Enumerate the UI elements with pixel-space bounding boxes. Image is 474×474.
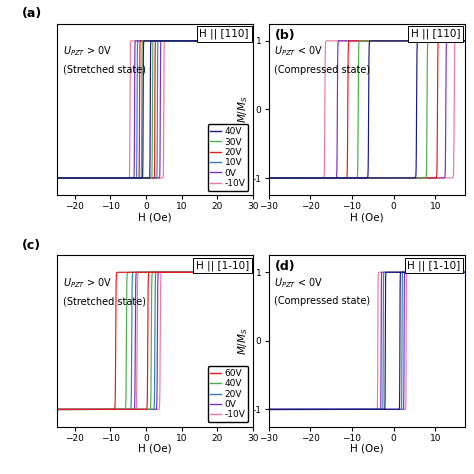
- Text: $U_{PZT}$ > 0V: $U_{PZT}$ > 0V: [63, 44, 112, 58]
- Text: (a): (a): [22, 7, 42, 20]
- X-axis label: H (Oe): H (Oe): [350, 444, 383, 454]
- Text: (Compressed state): (Compressed state): [274, 65, 371, 75]
- Text: H || [1-10]: H || [1-10]: [196, 260, 249, 271]
- Text: H || [110]: H || [110]: [411, 29, 461, 39]
- Text: (Stretched state): (Stretched state): [63, 65, 146, 75]
- Text: (b): (b): [274, 29, 295, 42]
- Text: (Stretched state): (Stretched state): [63, 296, 146, 306]
- X-axis label: H (Oe): H (Oe): [138, 444, 172, 454]
- Text: H || [1-10]: H || [1-10]: [407, 260, 461, 271]
- Text: $U_{PZT}$ < 0V: $U_{PZT}$ < 0V: [274, 276, 324, 290]
- Text: H || [110]: H || [110]: [200, 29, 249, 39]
- X-axis label: H (Oe): H (Oe): [350, 212, 383, 222]
- X-axis label: H (Oe): H (Oe): [138, 212, 172, 222]
- Text: (Compressed state): (Compressed state): [274, 296, 371, 306]
- Y-axis label: $M / M_S$: $M / M_S$: [236, 96, 250, 123]
- Text: $U_{PZT}$ < 0V: $U_{PZT}$ < 0V: [274, 44, 324, 58]
- Y-axis label: $M / M_S$: $M / M_S$: [236, 327, 250, 355]
- Text: (d): (d): [274, 260, 295, 273]
- Legend: 40V, 30V, 20V, 10V, 0V, -10V: 40V, 30V, 20V, 10V, 0V, -10V: [208, 125, 248, 191]
- Text: (c): (c): [22, 239, 41, 252]
- Text: $U_{PZT}$ > 0V: $U_{PZT}$ > 0V: [63, 276, 112, 290]
- Legend: 60V, 40V, 20V, 0V, -10V: 60V, 40V, 20V, 0V, -10V: [208, 366, 248, 422]
